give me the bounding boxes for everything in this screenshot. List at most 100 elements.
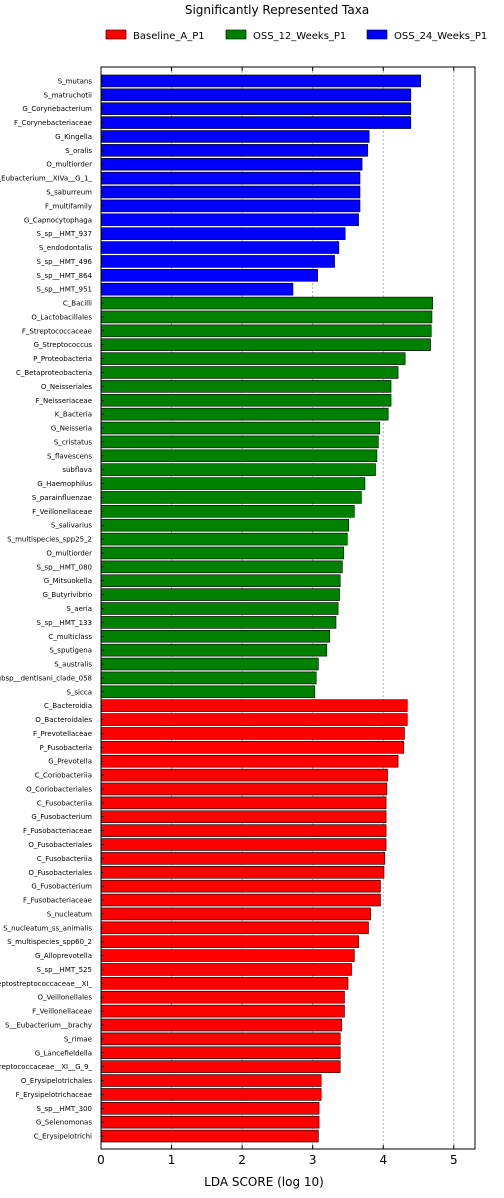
- bar: [100, 102, 412, 115]
- category-label: S_nucleatum_ss_animalis: [3, 924, 92, 932]
- category-label: S_australis: [54, 661, 92, 669]
- x-tick-label: 1: [168, 1153, 176, 1167]
- bar: [100, 130, 370, 143]
- bar: [100, 990, 345, 1004]
- category-label: G_Streptococcus: [33, 341, 92, 349]
- bar: [100, 421, 381, 435]
- category-label: S_sputigena: [49, 647, 92, 655]
- category-label: F_Fusobacteriaceae: [23, 827, 92, 835]
- category-label: G_Corynebacterium: [22, 105, 92, 113]
- category-label: F_Veillonellaceae: [32, 1008, 92, 1016]
- bar: [100, 1074, 322, 1087]
- category-label: S_salivarius: [51, 522, 92, 530]
- category-label: S_subsp__dentisani_clade_058: [0, 674, 92, 682]
- category-label: F_Fusobacteriaceae: [23, 897, 92, 905]
- category-label: C_Fusobacteriia: [37, 855, 92, 863]
- bar: [100, 324, 432, 338]
- legend-label: OSS_12_Weeks_P1: [253, 31, 346, 42]
- category-label: S_matruchotii: [44, 91, 92, 99]
- x-tick-label: 4: [379, 1153, 387, 1167]
- bar: [100, 741, 405, 754]
- bar: [100, 213, 359, 227]
- bar: [100, 699, 408, 712]
- bar: [100, 407, 389, 421]
- category-label: P_Proteobacteria: [33, 355, 92, 363]
- bar: [100, 380, 392, 393]
- bar: [100, 907, 371, 921]
- bars-group: [100, 74, 433, 1143]
- category-label: G_Alloprevotella: [35, 952, 92, 960]
- category-label: G_Fusobacterium: [31, 883, 92, 891]
- bar: [100, 768, 388, 782]
- bar: [100, 629, 330, 643]
- bar: [100, 1102, 320, 1115]
- category-label: O_multiorder: [46, 161, 92, 169]
- category-label: S_mutans: [58, 77, 93, 85]
- bar: [100, 310, 433, 324]
- category-label: S_sp__HMT_133: [37, 619, 92, 627]
- bar: [100, 463, 376, 476]
- bar: [100, 1060, 341, 1073]
- category-label: K_Bacteria: [55, 411, 92, 419]
- category-label: C_Fusobacteriia: [37, 799, 92, 807]
- bar: [100, 727, 405, 740]
- bar: [100, 977, 349, 990]
- category-label: F_multifamily: [45, 202, 92, 210]
- x-axis-ticks: 0 1 2 3 4 5: [97, 67, 458, 1167]
- category-label: S_multispecies_spp25_2: [7, 536, 92, 544]
- category-label: S_parainfluenzae: [32, 494, 92, 502]
- bar: [100, 116, 412, 129]
- bar: [100, 518, 349, 532]
- bar: [100, 241, 340, 254]
- bar: [100, 435, 379, 449]
- category-label: G_Capnocytophaga: [24, 216, 92, 224]
- category-label: O_Neisseriales: [41, 383, 92, 391]
- category-label: C_Bacteroidia: [44, 702, 92, 710]
- category-label: S_cristatus: [54, 438, 92, 446]
- category-label: O_Coriobacteriales: [26, 785, 92, 793]
- bar: [100, 796, 387, 810]
- bar: [100, 866, 385, 879]
- category-label: S_nucleatum: [47, 910, 92, 918]
- category-label: S_sp__HMT_300: [37, 1105, 92, 1113]
- bar: [100, 546, 345, 560]
- category-label: S_multispecies_spp60_2: [7, 938, 92, 946]
- bar: [100, 491, 362, 504]
- x-tick-label: 2: [238, 1153, 246, 1167]
- bar: [100, 1088, 322, 1101]
- bar: [100, 643, 328, 657]
- category-labels: S_mutans S_matruchotii G_Corynebacterium F_…: [0, 77, 93, 1140]
- category-label: G_Selenomonas: [36, 1119, 92, 1127]
- x-tick-label: 0: [97, 1153, 105, 1167]
- category-label: F_Veillonellaceae: [32, 508, 92, 516]
- category-label: F_Peptostreptococcaceae__XI__G_9_: [0, 1063, 92, 1071]
- category-label: C_Coriobacteriia: [35, 772, 92, 780]
- category-label: S__Eubacterium__brachy: [5, 1021, 92, 1029]
- bar: [100, 227, 346, 240]
- category-label: G__Eubacterium__XIVa__G_1_: [0, 175, 92, 183]
- bar: [100, 602, 339, 615]
- bar: [100, 963, 352, 976]
- bar: [100, 1115, 320, 1129]
- bar: [100, 144, 369, 157]
- bar: [100, 685, 316, 699]
- category-label: O_Veillonellales: [38, 994, 93, 1002]
- bar: [100, 616, 337, 629]
- bar: [100, 255, 335, 268]
- bar: [100, 588, 340, 601]
- bar: [100, 338, 431, 351]
- category-label: O_Erysipelotrichales: [21, 1077, 92, 1085]
- bar: [100, 574, 341, 588]
- category-label: S_sicca: [66, 688, 92, 696]
- category-label: C_Betaproteobacteria: [16, 369, 92, 377]
- bar: [100, 366, 399, 379]
- category-label: S_saburreum: [46, 189, 92, 197]
- x-tick-label: 5: [450, 1153, 458, 1167]
- bar: [100, 352, 406, 365]
- category-label: F_Streptococcaceae: [22, 327, 92, 335]
- bar: [100, 296, 433, 310]
- category-label: S_endodontalis: [39, 244, 92, 252]
- bar: [100, 393, 392, 407]
- bar: [100, 449, 378, 463]
